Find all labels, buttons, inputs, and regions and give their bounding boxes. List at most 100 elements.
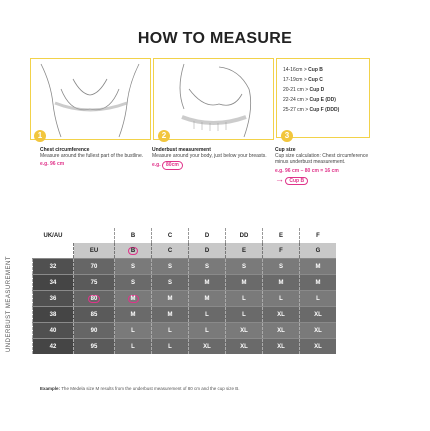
step-example: e.g. 96 cm – 80 cm = 16 cm (275, 167, 339, 174)
eu-cup-header: D (188, 243, 226, 259)
header-spacer (73, 228, 115, 243)
step-2-badge: 2 (158, 130, 170, 142)
size-cell: S (151, 258, 189, 275)
cup-size-row: 17-19cm > Cup C (283, 77, 323, 83)
highlight-circle: 80 (87, 294, 101, 303)
eu-cup-header: C (151, 243, 189, 259)
size-cell: L (151, 338, 189, 354)
uk-underbust: 36 (32, 290, 74, 307)
size-cell: L (114, 322, 152, 339)
step-3-text: Cup size Cup size calculation: Chest cir… (275, 147, 375, 186)
uk-cup-header: E (262, 228, 300, 243)
example-value-circle: 80cm (162, 161, 183, 170)
size-cell: M (114, 290, 152, 307)
size-cell: XL (262, 338, 300, 354)
uk-cup-header: DD (225, 228, 263, 243)
size-cell: XL (299, 306, 336, 323)
size-cell: L (299, 290, 336, 307)
eu-underbust: 85 (73, 306, 115, 323)
underbust-figure-drawing (179, 63, 252, 138)
step-heading: Underbust measurement (152, 147, 211, 153)
eu-underbust: 70 (73, 258, 115, 275)
size-cell: XL (262, 306, 300, 323)
cup-size-row: 22-24 cm > Cup E (DD) (283, 97, 336, 103)
size-cell: L (151, 322, 189, 339)
uk-underbust: 32 (32, 258, 74, 275)
size-cell: L (188, 306, 226, 323)
uk-underbust: 34 (32, 274, 74, 291)
uk-au-header-row: UK/AU B C D DD E F (32, 228, 336, 243)
step-heading: Cup size (275, 147, 296, 153)
header-spacer (32, 243, 74, 259)
size-cell: M (299, 258, 336, 275)
eu-label: EU (73, 243, 115, 259)
eu-cup-header: E (225, 243, 263, 259)
eu-underbust: 95 (73, 338, 115, 354)
table-row: 36 80 M M M L L L (32, 290, 336, 307)
size-cell: S (114, 274, 152, 291)
size-cell: L (262, 290, 300, 307)
table-row: 34 75 S S M M M M (32, 274, 336, 291)
size-cell: M (151, 306, 189, 323)
step-heading: Chest circumference (40, 147, 90, 153)
size-cell: M (114, 306, 152, 323)
arrow-right-icon: → (275, 173, 284, 184)
size-cell: XL (188, 338, 226, 354)
size-cell: XL (299, 322, 336, 339)
step-example: e.g. 80cm (152, 161, 270, 170)
uk-underbust: 40 (32, 322, 74, 339)
step-1-text: Chest circumference Measure around the f… (40, 147, 158, 168)
size-cell: S (114, 258, 152, 275)
size-cell: L (188, 322, 226, 339)
size-cell: M (299, 274, 336, 291)
eu-underbust: 75 (73, 274, 115, 291)
chest-illustration (30, 58, 151, 140)
cup-size-row: 14-16cm > Cup B (283, 67, 323, 73)
size-cell: XL (225, 322, 263, 339)
eu-cup-header: B (114, 243, 152, 259)
step-3-badge: 3 (281, 130, 293, 142)
uk-cup-header: F (299, 228, 336, 243)
eu-underbust: 90 (73, 322, 115, 339)
uk-underbust: 42 (32, 338, 74, 354)
uk-cup-header: B (114, 228, 152, 243)
example-footnote: Example: The Medela size M results from … (40, 386, 240, 391)
size-cell: L (225, 306, 263, 323)
size-cell: S (262, 258, 300, 275)
cup-size-row: 20-21 cm > Cup D (283, 87, 325, 93)
step-description: Cup size calculation: Chest circumferenc… (275, 153, 369, 166)
highlight-circle: M (127, 294, 139, 303)
chest-figure-drawing (40, 63, 140, 138)
eu-cup-header: G (299, 243, 336, 259)
size-cell: S (188, 258, 226, 275)
table-row: 42 95 L L XL XL XL XL (32, 338, 336, 354)
page-title: HOW TO MEASURE (137, 30, 293, 47)
size-table: UK/AU B C D DD E F EU B C D E F G 32 70 … (32, 228, 336, 354)
size-cell: M (225, 274, 263, 291)
uk-au-label: UK/AU (32, 228, 74, 243)
table-row: 38 85 M M L L XL XL (32, 306, 336, 323)
size-cell: M (151, 290, 189, 307)
step-1-badge: 1 (34, 130, 46, 142)
size-cell: XL (299, 338, 336, 354)
size-cell: M (188, 274, 226, 291)
eu-underbust: 80 (73, 290, 115, 307)
step-description: Measure around your body, just below you… (152, 153, 267, 160)
underbust-illustration (153, 58, 274, 140)
size-cell: M (188, 290, 226, 307)
step-2-text: Underbust measurement Measure around you… (152, 147, 270, 170)
eu-cup-header: F (262, 243, 300, 259)
step-example: e.g. 96 cm (40, 161, 65, 168)
uk-cup-header: D (188, 228, 226, 243)
cup-size-row: 25-27 cm > Cup F (DDD) (283, 107, 340, 113)
size-cell: L (114, 338, 152, 354)
underbust-side-label: UNDERBUST MEASUREMENT (6, 255, 12, 353)
table-row: 40 90 L L L XL XL XL (32, 322, 336, 339)
step-description: Measure around the fullest part of the b… (40, 153, 144, 160)
step-result: → Cup B (275, 173, 375, 186)
cup-size-legend: 14-16cm > Cup B 17-19cm > Cup C 20-21 cm… (276, 58, 370, 138)
uk-underbust: 38 (32, 306, 74, 323)
size-cell: M (262, 274, 300, 291)
table-row: 32 70 S S S S S M (32, 258, 336, 275)
size-cell: S (225, 258, 263, 275)
